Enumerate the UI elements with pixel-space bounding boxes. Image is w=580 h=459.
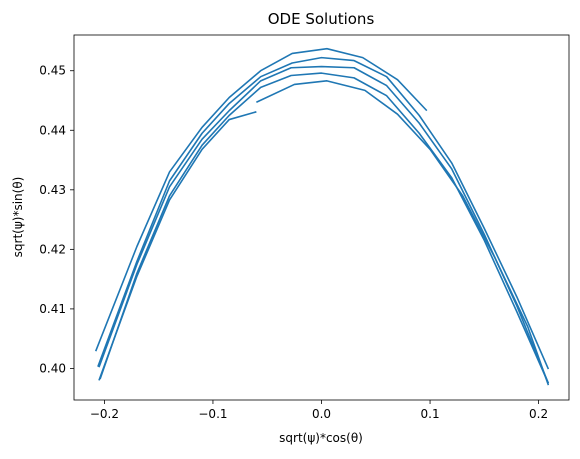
series-line-1 (94, 47, 428, 352)
plot-frame (73, 34, 570, 401)
x-axis-ticks: −0.2 −0.1 0.0 0.1 0.2 (90, 400, 548, 421)
y-tick-label: 0.41 (39, 302, 66, 316)
x-tick-label: −0.1 (198, 407, 227, 421)
series-line-5 (98, 111, 257, 381)
y-axis-label: sqrt(ψ)*sin(θ) (11, 177, 25, 258)
series-line-2 (97, 56, 550, 370)
x-tick-label: 0.1 (421, 407, 440, 421)
series-layer (94, 47, 550, 386)
y-tick-label: 0.43 (39, 183, 66, 197)
x-tick-label: −0.2 (90, 407, 119, 421)
y-tick-label: 0.45 (39, 64, 66, 78)
y-tick-label: 0.42 (39, 242, 66, 256)
x-axis-label: sqrt(ψ)*cos(θ) (279, 431, 363, 445)
chart-title: ODE Solutions (268, 10, 375, 28)
series-line-4 (99, 72, 550, 384)
x-tick-label: 0.0 (312, 407, 331, 421)
x-tick-label: 0.2 (529, 407, 548, 421)
series-line-3 (98, 65, 550, 384)
y-tick-label: 0.44 (39, 123, 66, 137)
y-tick-label: 0.40 (39, 361, 66, 375)
series-line-6 (256, 80, 550, 386)
y-axis-ticks: 0.40 0.41 0.42 0.43 0.44 0.45 (39, 64, 74, 375)
